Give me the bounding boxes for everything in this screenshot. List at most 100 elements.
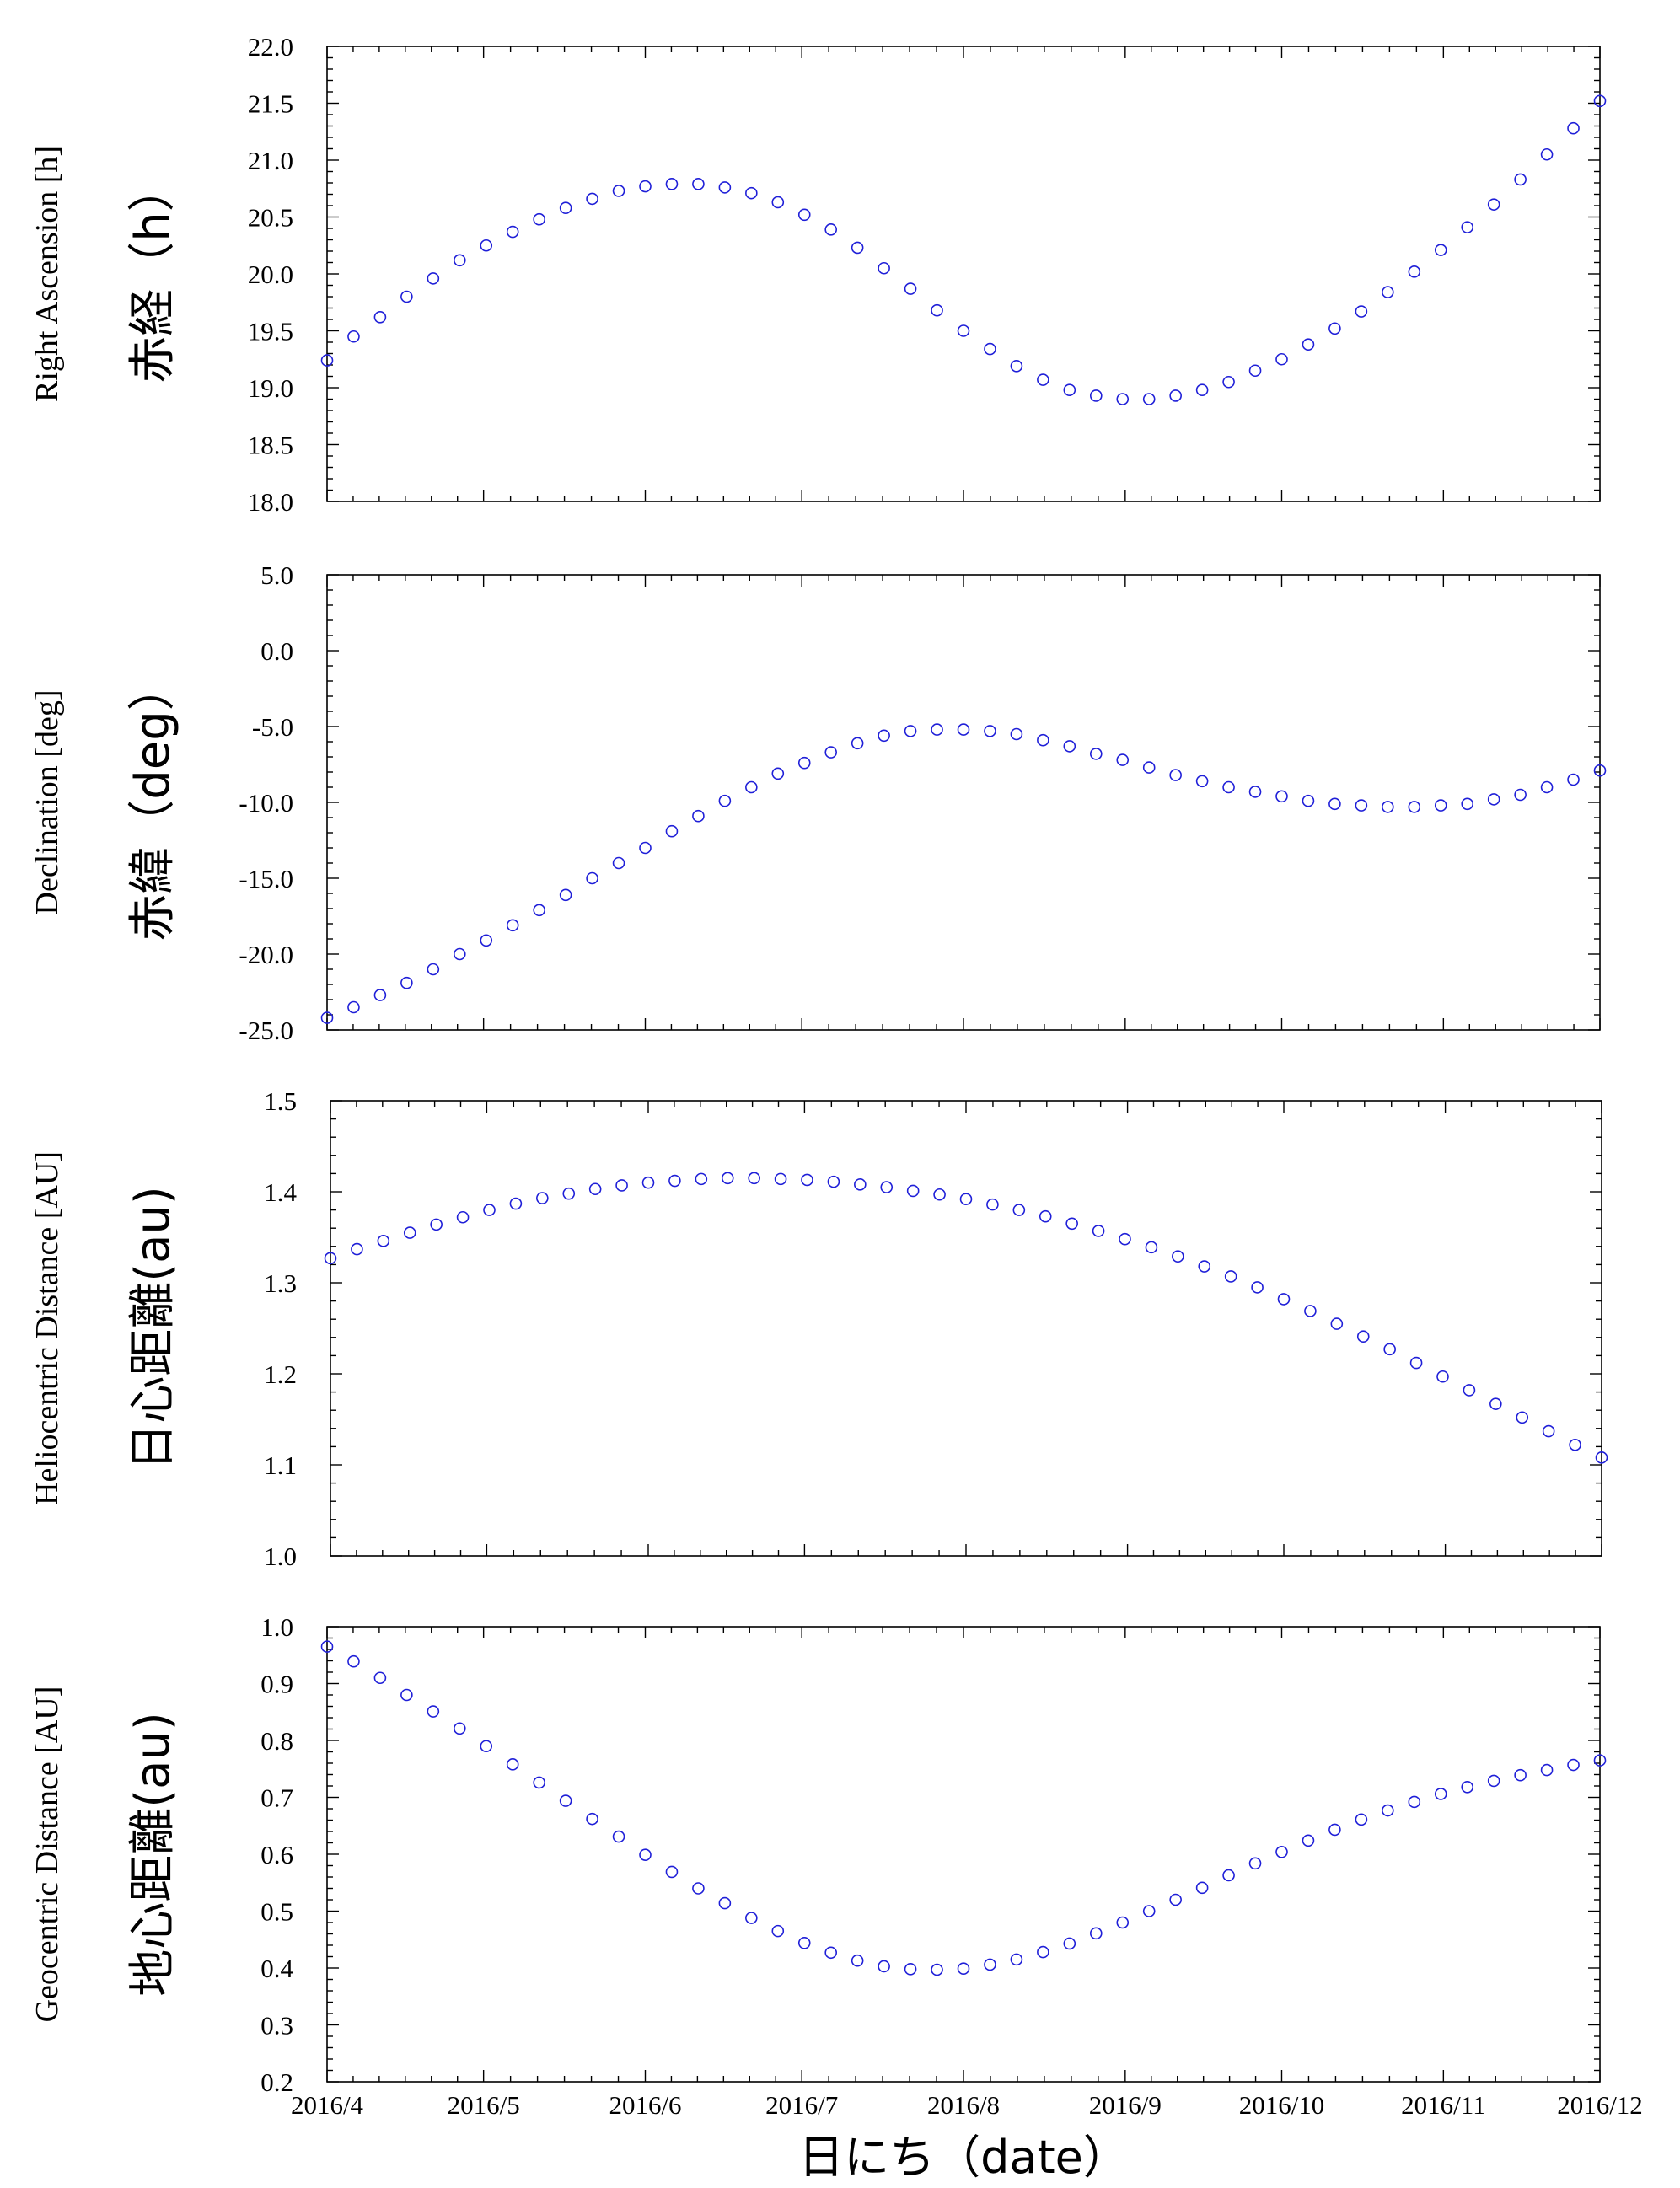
data-point (1461, 221, 1474, 233)
y-tick-label: 0.7 (260, 1783, 293, 1813)
data-point (1356, 1330, 1370, 1343)
data-point (827, 1175, 840, 1188)
y-tick-label: 0.3 (260, 2011, 293, 2041)
data-point (506, 225, 519, 239)
data-point (904, 282, 917, 295)
data-point (1119, 1232, 1131, 1246)
data-point (533, 1776, 545, 1789)
data-point (665, 1865, 679, 1879)
data-point (1542, 1424, 1555, 1438)
y-tick-label: 0.5 (260, 1897, 293, 1927)
x-tick-label: 2016/8 (927, 2090, 1000, 2120)
data-point (1065, 1217, 1078, 1231)
y-tick-label: 1.4 (264, 1177, 297, 1207)
data-point (1302, 1834, 1315, 1847)
data-point (612, 1830, 625, 1843)
data-point (320, 1011, 334, 1024)
y-tick-label: -10.0 (239, 788, 293, 818)
data-point (1382, 1804, 1394, 1817)
data-point (559, 1794, 572, 1807)
data-point (1409, 1356, 1423, 1370)
data-point (801, 1173, 813, 1187)
data-point (347, 1654, 360, 1668)
data-point (797, 208, 811, 222)
data-point (1487, 1774, 1500, 1788)
data-point (1567, 1758, 1580, 1772)
data-point (1116, 753, 1130, 766)
data-point (641, 1176, 655, 1189)
data-point (1142, 761, 1156, 774)
data-point (612, 856, 625, 870)
y-tick-label: 0.9 (260, 1670, 293, 1699)
data-point (957, 1962, 970, 1975)
data-point (745, 1912, 758, 1924)
data-point (824, 746, 838, 759)
y-tick-labels: 18.0 18.5 19.0 19.5 20.0 20.5 21.0 21.5 22.0 (248, 32, 293, 517)
plot-frame (326, 574, 1601, 1031)
data-point (1593, 1754, 1607, 1767)
data-point (692, 1882, 705, 1895)
data-point (721, 1172, 734, 1185)
ticks (326, 574, 1601, 1031)
data-point (851, 1954, 864, 1967)
y-tick-label: 18.0 (248, 487, 293, 517)
data-point (1434, 1788, 1447, 1800)
data-point (1434, 244, 1447, 256)
data-point (1063, 740, 1076, 753)
y-tick-label: 1.0 (264, 1542, 297, 1571)
y-axis-label-en: Heliocentric Distance [AU] (30, 1151, 65, 1505)
data-point (427, 963, 440, 976)
data-point (824, 1946, 838, 1960)
data-point (1010, 727, 1023, 741)
data-point (559, 888, 572, 902)
data-point (506, 919, 519, 932)
data-point (718, 1896, 732, 1910)
data-point (1169, 769, 1182, 781)
data-points (320, 723, 1607, 1024)
y-tick-label: 19.0 (248, 373, 293, 403)
data-point (373, 310, 387, 324)
data-point (878, 1960, 890, 1973)
data-point (668, 1174, 681, 1188)
y-tick-label: 0.2 (260, 2067, 293, 2097)
data-point (695, 1172, 708, 1186)
data-point (1195, 775, 1209, 788)
data-point (377, 1235, 390, 1247)
x-axis-label: 日にち（date） (798, 2131, 1129, 2184)
y-tick-label: 19.5 (248, 317, 293, 346)
data-point (639, 841, 652, 855)
data-point (931, 723, 943, 736)
data-point (878, 261, 890, 275)
data-point (373, 1671, 387, 1685)
panel-heliocentric-distance: 1.0 1.1 1.2 1.3 1.4 1.5 Heliocentric Distance… (30, 1086, 1608, 1571)
data-point (665, 824, 679, 838)
data-points (320, 1640, 1607, 1976)
data-point (1010, 360, 1023, 373)
data-point (562, 1187, 576, 1200)
data-point (771, 196, 785, 209)
data-point (480, 1740, 493, 1753)
data-point (1142, 1905, 1156, 1917)
data-point (1145, 1241, 1158, 1254)
y-tick-label: 20.5 (248, 203, 293, 233)
data-point (1222, 375, 1235, 389)
y-tick-labels: 0.2 0.3 0.4 0.5 0.6 0.7 0.8 0.9 1.0 (260, 1612, 293, 2097)
data-point (1516, 1411, 1529, 1424)
data-point (1540, 1763, 1554, 1777)
y-tick-label: -25.0 (239, 1016, 293, 1045)
y-tick-label: -5.0 (252, 712, 293, 742)
data-point (1092, 1225, 1105, 1237)
data-point (1037, 373, 1049, 386)
data-point (1251, 1281, 1264, 1294)
data-point (1595, 1451, 1608, 1464)
data-point (1089, 748, 1103, 760)
y-tick-label: -20.0 (239, 940, 293, 969)
data-point (931, 1963, 943, 1976)
data-point (1567, 121, 1580, 135)
panel-declination: -25.0 -20.0 -15.0 -10.0 -5.0 0.0 5.0 Declinati… (30, 560, 1607, 1045)
data-point (906, 1184, 920, 1198)
data-point (506, 1758, 519, 1771)
data-point (1116, 1916, 1130, 1929)
data-point (351, 1242, 363, 1256)
data-point (324, 1252, 337, 1265)
